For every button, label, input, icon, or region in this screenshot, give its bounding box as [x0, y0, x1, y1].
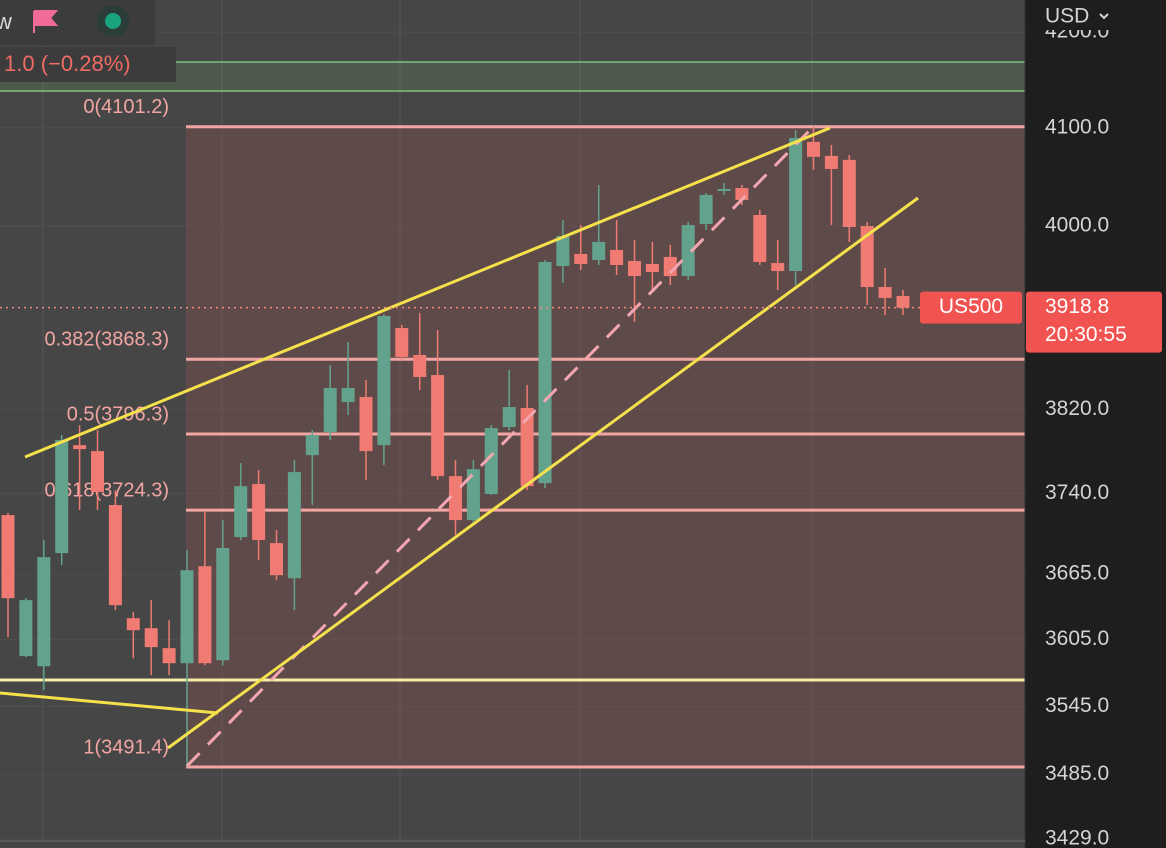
price-tag [1026, 291, 1162, 353]
candle-body [323, 387, 337, 433]
symbol-tag-text: US500 [939, 295, 1003, 318]
candle-body [73, 445, 87, 450]
candle-body [305, 435, 319, 456]
candle-body [1, 515, 15, 599]
candle-body [216, 548, 230, 661]
last-price: 3918.8 [1045, 295, 1109, 318]
candle-body [717, 189, 731, 191]
upper-trend-line [24, 126, 831, 459]
change: 1.0 (−0.28%) [4, 51, 131, 76]
toolbar [0, 0, 155, 45]
trend-line [0, 691, 219, 715]
candles [1, 126, 910, 767]
candle-body [431, 375, 445, 477]
price-box: US500 3918.8 20:30:55 [920, 291, 1162, 353]
candle-body [645, 263, 659, 273]
candle-body [699, 194, 713, 225]
candle-body [878, 287, 892, 298]
candle-body [287, 472, 301, 579]
fib-label: 0.382(3868.3) [44, 329, 169, 351]
currency-header [1026, 0, 1166, 30]
candle-body [55, 440, 69, 554]
y-tick-label: 3665.0 [1045, 562, 1109, 585]
y-tick-label: 3740.0 [1045, 481, 1109, 504]
currency[interactable]: USD [1045, 5, 1089, 28]
candle-body [341, 387, 355, 403]
price-axis [1025, 0, 1166, 848]
candle-body [377, 316, 391, 446]
lower-trend-line [167, 196, 919, 750]
symbol-fragment: w [0, 9, 12, 34]
grid [42, 0, 813, 840]
candle-body [520, 407, 534, 487]
candle-body [789, 137, 803, 272]
candle-body [198, 566, 212, 664]
candle-body [592, 241, 606, 260]
candle-body [466, 469, 480, 521]
candle-body [234, 486, 248, 538]
symbol-tag [920, 291, 1022, 324]
candle-body [126, 618, 140, 631]
candle-body [842, 159, 856, 228]
candle-body [270, 543, 283, 576]
candle-body [449, 476, 462, 521]
y-tick-label: 3545.0 [1045, 694, 1109, 717]
y-tick-label: 4000.0 [1045, 214, 1109, 237]
candle-body [807, 141, 820, 157]
candle-body [610, 249, 624, 265]
candle-body [502, 407, 516, 428]
y-tick-label: 3429.0 [1045, 826, 1109, 848]
candle-body [735, 188, 749, 200]
candle-body [91, 451, 104, 493]
candle-body [359, 396, 373, 452]
candle-body [753, 214, 767, 262]
status-dot[interactable] [105, 13, 121, 29]
fib-zone [186, 126, 1025, 767]
y-tick-label: 4100.0 [1045, 115, 1109, 138]
candle-body [484, 428, 498, 495]
fib-retracement: 0(4101.2) 0.382(3868.3) 0.5(3796.3) 0.618(3… [44, 96, 1025, 769]
candle-body [681, 225, 695, 277]
fib-label: 0.618(3724.3) [44, 479, 169, 501]
fib-label: 1(3491.4) [83, 736, 169, 758]
candle-body [162, 648, 176, 664]
countdown: 20:30:55 [1045, 323, 1127, 346]
candle-body [574, 253, 588, 264]
candle-body [19, 600, 33, 657]
candle-body [180, 570, 194, 664]
candle-body [824, 155, 838, 169]
candle-body [252, 484, 266, 541]
fib-label: 0.5(3796.3) [67, 403, 169, 425]
y-tick-label: 3820.0 [1045, 397, 1109, 420]
candle-body [395, 328, 409, 358]
fib-label: 0(4101.2) [83, 96, 169, 118]
candle-body [413, 354, 427, 377]
candle-body [556, 235, 570, 266]
flag-icon[interactable] [33, 10, 59, 33]
candle-body [771, 262, 785, 272]
currency-chevron[interactable] [1099, 13, 1109, 20]
candle-body [37, 557, 51, 667]
candle-body [108, 505, 122, 606]
candle-body [144, 628, 158, 648]
change-box [0, 47, 176, 82]
candle-body [896, 295, 910, 308]
candle-body [628, 260, 641, 277]
candle-body [860, 226, 874, 288]
y-tick-label: 3605.0 [1045, 627, 1109, 650]
candle-body [538, 261, 552, 484]
y-tick-label: 3485.0 [1045, 762, 1109, 785]
